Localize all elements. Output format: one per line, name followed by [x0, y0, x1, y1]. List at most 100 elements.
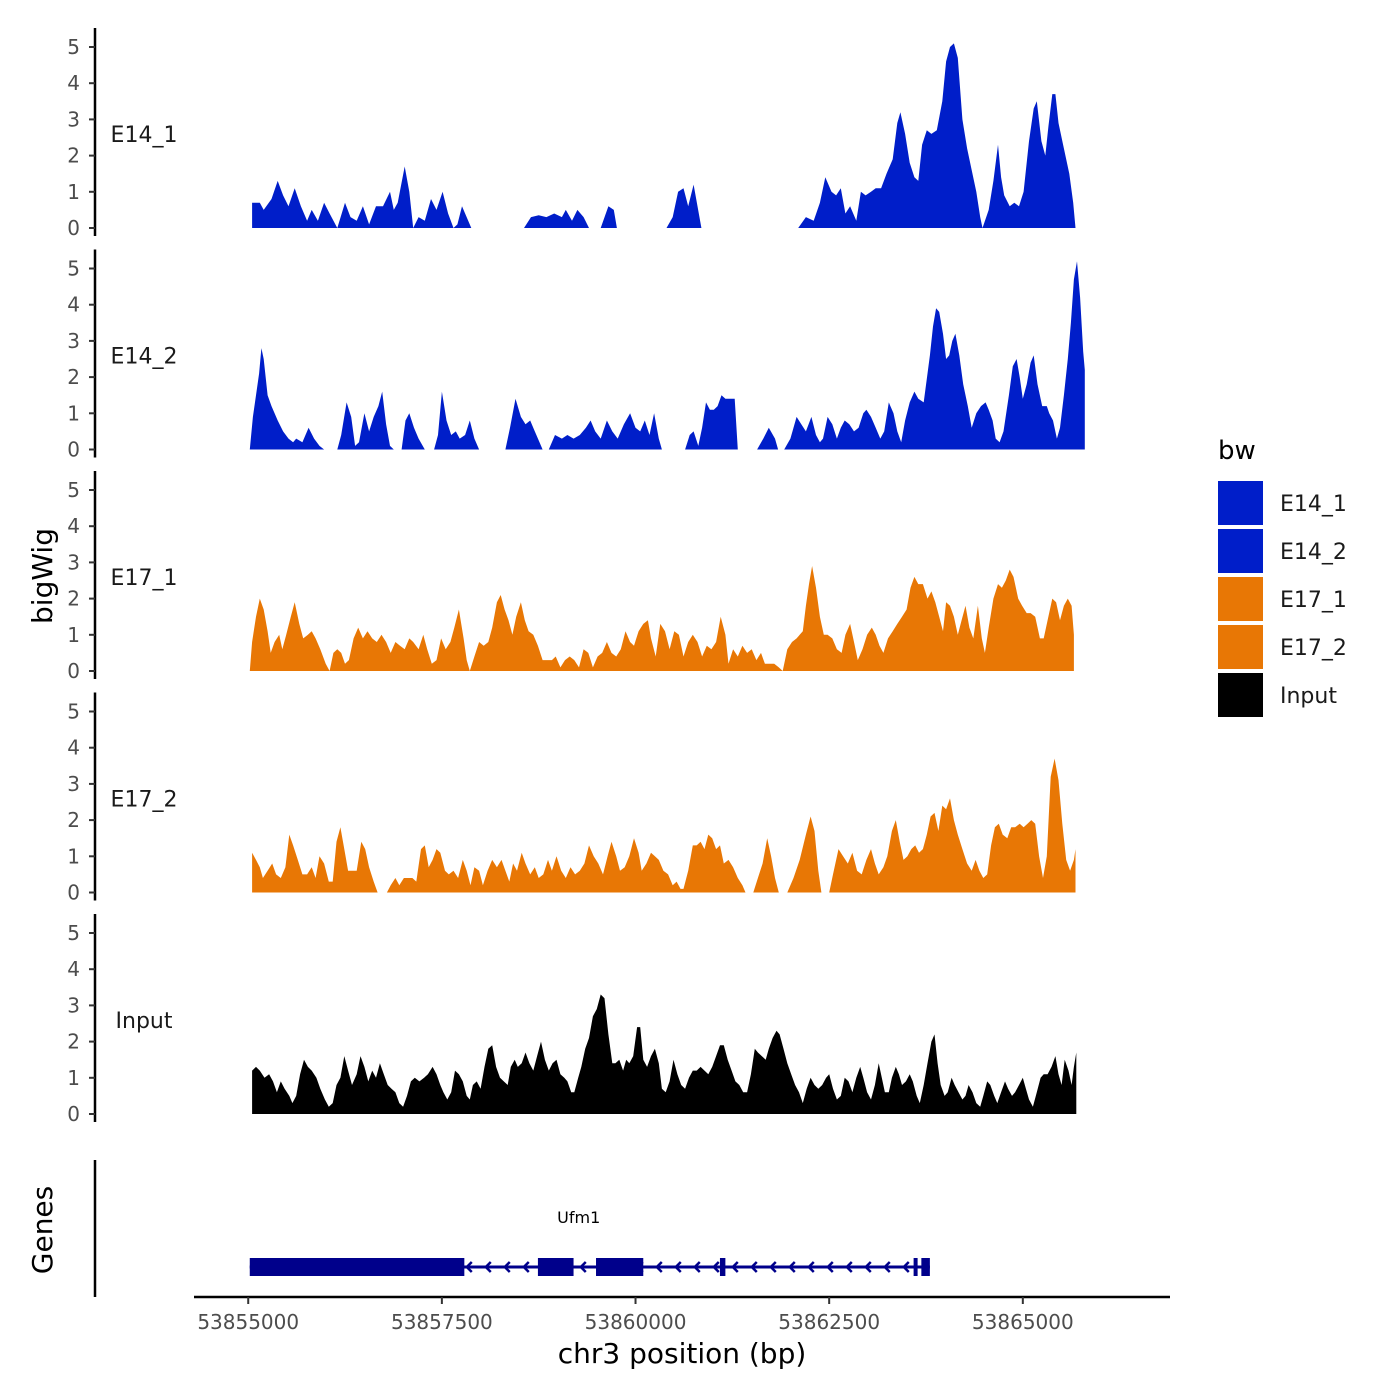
legend-swatch — [1218, 529, 1263, 573]
track-E14_2: 0 1 2 3 4 5 E14_2 — [67, 249, 1085, 462]
y-tick-label: 2 — [67, 587, 80, 611]
y-tick-label: 3 — [67, 772, 80, 796]
coverage-area-E14_2 — [249, 261, 1085, 450]
gene-exon — [596, 1258, 644, 1276]
strand-arrow — [864, 1261, 872, 1273]
legend-swatch — [1218, 481, 1263, 525]
legend-swatch — [1218, 673, 1263, 717]
gene-exon — [719, 1258, 726, 1276]
legend-label: E14_1 — [1280, 492, 1347, 517]
legend-swatch — [1218, 625, 1263, 669]
genes-track: Genes Ufm1 — [26, 1160, 930, 1297]
y-tick-label: 5 — [67, 35, 80, 59]
y-tick-label: 1 — [67, 180, 80, 204]
gene-label: Ufm1 — [557, 1208, 600, 1227]
y-tick-label: 4 — [67, 71, 80, 95]
strand-arrow — [883, 1261, 891, 1273]
x-axis-title: chr3 position (bp) — [558, 1337, 807, 1370]
y-tick-label: 1 — [67, 623, 80, 647]
y-tick-label: 5 — [67, 921, 80, 945]
strand-arrow — [807, 1261, 815, 1273]
track-label: E17_1 — [111, 566, 178, 591]
y-tick-label: 5 — [67, 478, 80, 502]
coverage-area-E14_1 — [252, 43, 1076, 229]
y-tick-label: 1 — [67, 1066, 80, 1090]
track-E17_2: 0 1 2 3 4 5 E17_2 — [67, 692, 1076, 905]
legend-label: E14_2 — [1280, 540, 1347, 565]
y-tick-label: 3 — [67, 550, 80, 574]
track-E17_1: 0 1 2 3 4 5 E17_1 — [67, 471, 1074, 683]
y-tick-label: 2 — [67, 1030, 80, 1054]
legend-label: E17_1 — [1280, 588, 1347, 613]
strand-arrow — [712, 1261, 720, 1273]
strand-arrow — [845, 1261, 853, 1273]
track-E14_1: 0 1 2 3 4 5 E14_1 — [67, 28, 1076, 240]
strand-arrow — [788, 1261, 796, 1273]
legend-label: E17_2 — [1280, 636, 1347, 661]
strand-arrow — [902, 1261, 910, 1273]
strand-arrow — [693, 1261, 701, 1273]
strand-arrow — [484, 1261, 492, 1273]
x-tick-label: 53857500 — [391, 1310, 493, 1334]
strand-arrow — [731, 1261, 739, 1273]
y-tick-label: 0 — [67, 1102, 80, 1126]
x-tick-label: 53865000 — [972, 1310, 1074, 1334]
legend-item-E17_2: E17_2 — [1218, 625, 1347, 669]
legend-item-E17_1: E17_1 — [1218, 577, 1347, 621]
legend-swatch — [1218, 577, 1263, 621]
coverage-area-E17_2 — [252, 758, 1076, 893]
y-tick-label: 0 — [67, 659, 80, 683]
gene-exon — [921, 1258, 930, 1276]
strand-arrow — [750, 1261, 758, 1273]
y-tick-label: 4 — [67, 293, 80, 317]
strand-arrow — [655, 1261, 663, 1273]
coverage-tracks: 0 1 2 3 4 5 E14_1 0 1 2 3 4 5 E14_2 0 1 2 3 4 5 E17_1 0 1 2 3 4 5 E… — [67, 28, 1085, 1126]
strand-arrow — [826, 1261, 834, 1273]
coverage-area-E17_1 — [249, 566, 1074, 671]
y-tick-label: 4 — [67, 736, 80, 760]
y-tick-label: 4 — [67, 957, 80, 981]
strand-arrow — [465, 1261, 473, 1273]
y-tick-label: 0 — [67, 216, 80, 240]
y-tick-label: 5 — [67, 700, 80, 724]
track-label: E14_1 — [111, 123, 178, 148]
y-tick-label: 1 — [67, 401, 80, 425]
x-tick-label: 53855000 — [197, 1310, 299, 1334]
y-tick-label: 1 — [67, 844, 80, 868]
gene-Ufm1: Ufm1 — [249, 1208, 930, 1276]
gene-exon — [537, 1258, 574, 1276]
x-tick-label: 53862500 — [778, 1310, 880, 1334]
y-tick-label: 5 — [67, 257, 80, 281]
track-label: Input — [116, 1009, 173, 1034]
legend-title: bw — [1218, 436, 1256, 466]
y-tick-label: 2 — [67, 808, 80, 832]
legend-item-E14_1: E14_1 — [1218, 481, 1347, 525]
strand-arrow — [674, 1261, 682, 1273]
y-tick-label: 3 — [67, 993, 80, 1017]
y-tick-label: 0 — [67, 881, 80, 905]
y-tick-label: 0 — [67, 438, 80, 462]
gene-exon — [249, 1258, 465, 1276]
strand-arrow — [503, 1261, 511, 1273]
x-axis: chr3 position (bp) 53855000 53857500 53860… — [194, 1295, 1170, 1370]
y-tick-label: 4 — [67, 514, 80, 538]
gene-exon — [913, 1258, 918, 1276]
genes-axis-title: Genes — [26, 1186, 59, 1274]
y-axis-title: bigWig — [26, 528, 59, 624]
y-tick-label: 2 — [67, 365, 80, 389]
legend-item-Input: Input — [1218, 673, 1337, 717]
track-label: E14_2 — [111, 345, 178, 370]
x-tick-label: 53860000 — [585, 1310, 687, 1334]
legend-label: Input — [1280, 684, 1337, 709]
y-tick-label: 2 — [67, 144, 80, 168]
y-tick-label: 3 — [67, 329, 80, 353]
legend: bw E14_1 E14_2 E17_1 E17_2 Input — [1218, 436, 1347, 717]
legend-item-E14_2: E14_2 — [1218, 529, 1347, 573]
y-tick-label: 3 — [67, 107, 80, 131]
strand-arrow — [579, 1261, 587, 1273]
coverage-area-Input — [252, 994, 1077, 1114]
strand-arrow — [769, 1261, 777, 1273]
track-Input: 0 1 2 3 4 5 Input — [67, 914, 1077, 1126]
track-label: E17_2 — [111, 788, 178, 813]
